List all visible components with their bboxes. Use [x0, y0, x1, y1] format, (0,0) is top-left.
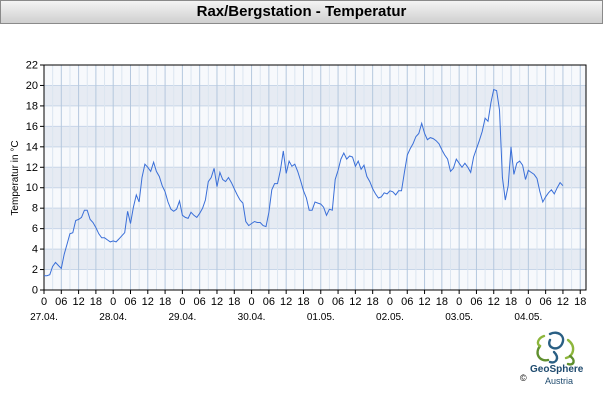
- y-tick-label: 20: [26, 80, 38, 92]
- y-tick-label: 4: [32, 244, 38, 256]
- y-tick-label: 14: [26, 141, 38, 153]
- x-tick-label: 06: [124, 296, 136, 308]
- date-label: 27.04.: [30, 312, 58, 323]
- y-tick-label: 22: [26, 60, 38, 72]
- date-label: 29.04.: [168, 312, 196, 323]
- date-label: 04.05.: [514, 312, 542, 323]
- x-tick-label: 18: [297, 296, 309, 308]
- y-tick-label: 16: [26, 121, 38, 133]
- x-tick-label: 12: [488, 296, 500, 308]
- plot-band: [44, 167, 586, 188]
- x-tick-label: 0: [318, 296, 324, 308]
- x-tick-label: 06: [55, 296, 67, 308]
- x-tick-label: 18: [574, 296, 586, 308]
- x-axis: 0 06 12 18 0 06 12 18 0 06 12 18 0 06 12 18 0 06 12 18 0 06 12…: [30, 290, 586, 323]
- y-tick-label: 2: [32, 264, 38, 276]
- x-tick-label: 18: [228, 296, 240, 308]
- geosphere-logo-icon: [536, 331, 575, 366]
- date-label: 30.04.: [238, 312, 266, 323]
- x-tick-label: 06: [263, 296, 275, 308]
- x-tick-label: 06: [332, 296, 344, 308]
- date-label: 01.05.: [307, 312, 335, 323]
- logo-subtitle: Austria: [545, 376, 574, 386]
- x-tick-label: 0: [387, 296, 393, 308]
- x-tick-label: 06: [194, 296, 206, 308]
- chart-title: Rax/Bergstation - Temperatur: [0, 0, 603, 24]
- x-tick-label: 06: [401, 296, 413, 308]
- plot-band: [44, 105, 586, 127]
- logo-name: GeoSphere: [530, 364, 584, 375]
- x-tick-label: 18: [367, 296, 379, 308]
- plot-band: [44, 85, 586, 106]
- copyright-symbol: ©: [520, 373, 527, 383]
- y-tick-label: 12: [26, 162, 38, 174]
- plot-frame: [43, 64, 587, 291]
- x-tick-label: 0: [110, 296, 116, 308]
- plot-band: [44, 146, 586, 168]
- y-tick-label: 18: [26, 100, 38, 112]
- x-tick-label: 12: [142, 296, 154, 308]
- x-tick-label: 0: [249, 296, 255, 308]
- x-tick-label: 06: [540, 296, 552, 308]
- x-tick-label: 12: [280, 296, 292, 308]
- x-tick-label: 0: [456, 296, 462, 308]
- y-tick-label: 8: [32, 203, 38, 215]
- x-tick-label: 12: [211, 296, 223, 308]
- x-tick-label: 06: [470, 296, 482, 308]
- y-tick-label: 0: [32, 285, 38, 297]
- y-axis-label: Temperatur in °C: [10, 140, 21, 215]
- y-tick-label: 6: [32, 223, 38, 235]
- plot-band: [44, 269, 586, 290]
- x-tick-label: 18: [90, 296, 102, 308]
- x-tick-label: 18: [159, 296, 171, 308]
- x-tick-label: 0: [179, 296, 185, 308]
- plot-band: [44, 249, 586, 270]
- x-tick-label: 0: [41, 296, 47, 308]
- plot-band: [44, 65, 586, 86]
- date-label: 02.05.: [376, 312, 404, 323]
- x-tick-label: 12: [418, 296, 430, 308]
- x-tick-label: 18: [436, 296, 448, 308]
- x-tick-label: 12: [557, 296, 569, 308]
- x-tick-label: 12: [349, 296, 361, 308]
- plot-band: [44, 126, 586, 147]
- temperature-series-line: [44, 88, 564, 277]
- y-axis: 0 2 4 6 8 10 12 14 16 18 20 22: [26, 60, 44, 297]
- plot-bands: [44, 65, 586, 290]
- x-tick-label: 18: [505, 296, 517, 308]
- date-label: 28.04.: [99, 312, 127, 323]
- x-tick-label: 0: [525, 296, 531, 308]
- date-label: 03.05.: [445, 312, 473, 323]
- y-tick-label: 10: [26, 182, 38, 194]
- x-tick-label: 12: [72, 296, 84, 308]
